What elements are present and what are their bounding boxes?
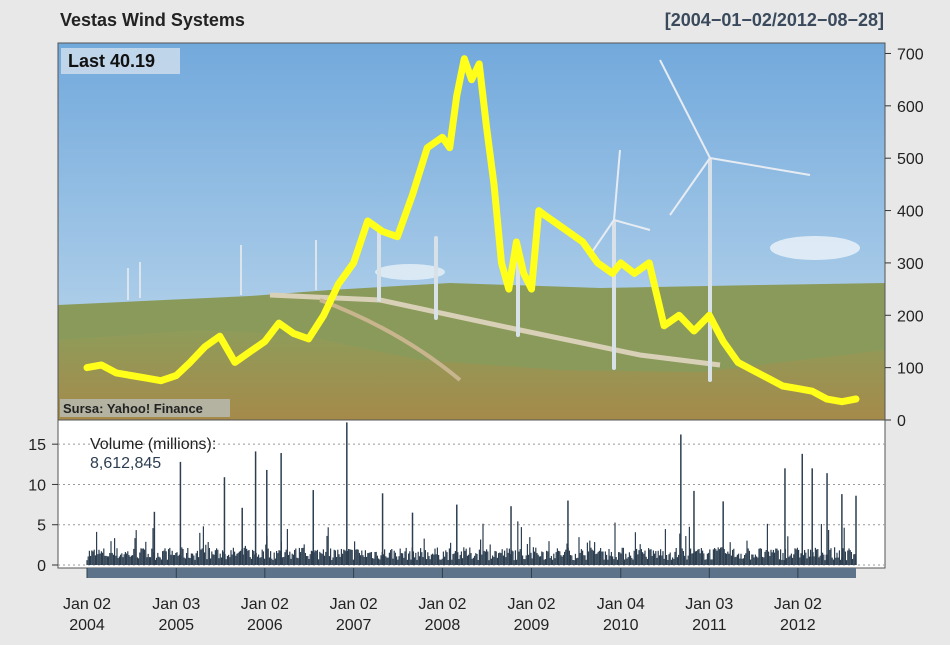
time-tick-label: Jan 02 [774, 596, 822, 613]
time-tick-label: Jan 02 [330, 596, 378, 613]
volume-axis: 0 5 10 15 [28, 437, 58, 575]
chart-title: Vestas Wind Systems [60, 10, 245, 30]
price-tick-label: 600 [897, 99, 924, 116]
time-tick-year: 2006 [247, 617, 283, 634]
price-tick-label: 300 [897, 256, 924, 273]
time-tick-year: 2010 [603, 617, 639, 634]
source-label-box: Sursa: Yahoo! Finance [60, 399, 230, 417]
background-photo [58, 43, 885, 420]
volume-tick-label: 5 [37, 518, 46, 535]
time-tick-label: Jan 02 [63, 596, 111, 613]
date-range: [2004−01−02/2012−08−28] [664, 10, 884, 30]
volume-bars [86, 422, 857, 565]
time-tick-label: Jan 02 [507, 596, 555, 613]
source-label: Sursa: Yahoo! Finance [63, 401, 203, 416]
price-tick-label: 200 [897, 308, 924, 325]
time-axis: Jan 02 2004 Jan 03 2005 Jan 02 2006 Jan 02 2007… [63, 568, 822, 634]
time-tick-label: Jan 02 [418, 596, 466, 613]
time-axis-band [87, 568, 856, 578]
time-tick-year: 2012 [780, 617, 816, 634]
time-tick-label: Jan 04 [597, 596, 645, 613]
last-value: Last 40.19 [68, 51, 155, 71]
time-tick-label: Jan 03 [685, 596, 733, 613]
volume-tick-label: 10 [28, 477, 46, 494]
time-tick-year: 2005 [158, 617, 194, 634]
time-tick-year: 2011 [692, 617, 727, 634]
time-tick-year: 2008 [425, 617, 461, 634]
time-tick-label: Jan 03 [152, 596, 200, 613]
price-tick-label: 700 [897, 46, 924, 63]
last-label: Last 40.19 [61, 48, 180, 74]
price-line [83, 55, 860, 406]
volume-label: Volume (millions): [90, 436, 216, 453]
time-tick-label: Jan 02 [241, 596, 289, 613]
volume-tick-label: 15 [28, 437, 46, 454]
volume-value: 8,612,845 [90, 455, 161, 472]
price-tick-label: 500 [897, 151, 924, 168]
volume-tick-label: 0 [37, 558, 46, 575]
price-tick-label: 0 [897, 413, 906, 430]
time-tick-year: 2009 [514, 617, 550, 634]
price-tick-label: 100 [897, 361, 924, 378]
time-tick-year: 2007 [336, 617, 372, 634]
price-axis: 0 100 200 300 400 500 600 700 [885, 46, 924, 430]
price-tick-label: 400 [897, 204, 924, 221]
time-tick-year: 2004 [69, 617, 105, 634]
price-series [83, 55, 860, 406]
